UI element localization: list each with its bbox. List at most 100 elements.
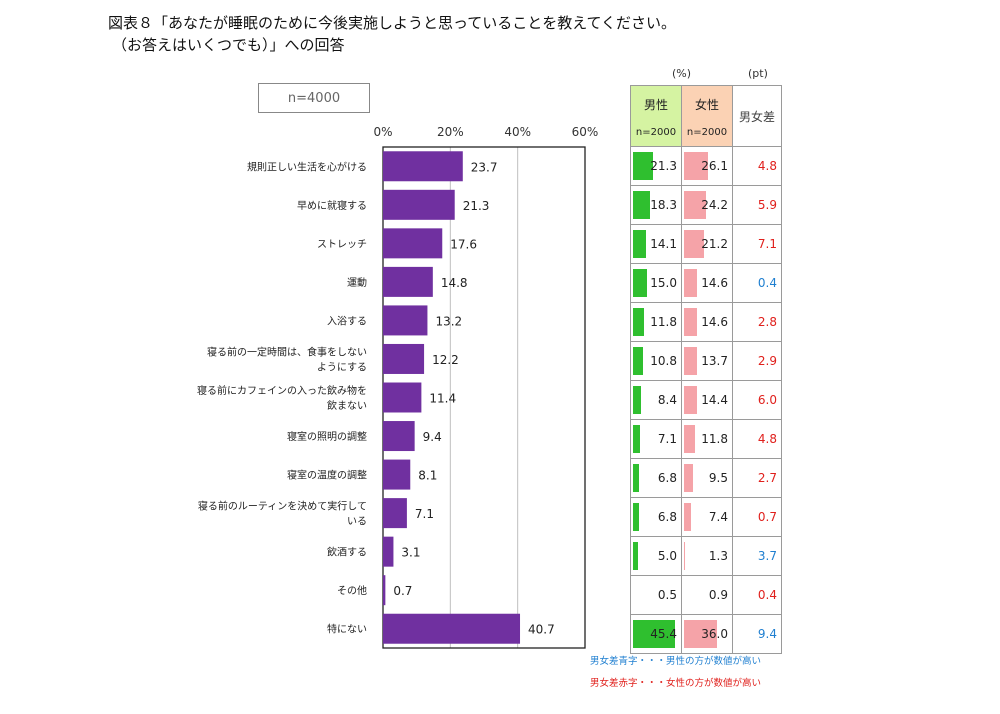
diff-value: 0.4	[732, 575, 782, 615]
table-row: 10.8 13.7 2.9	[630, 341, 782, 381]
bar	[383, 613, 521, 644]
female-value-cell: 24.2	[681, 185, 733, 225]
data-label: 12.2	[432, 353, 459, 367]
female-value: 14.6	[701, 315, 728, 329]
bar	[383, 266, 433, 297]
x-tick-label: 40%	[504, 125, 531, 139]
category-label: その他	[337, 584, 367, 597]
table-row: 11.8 14.6 2.8	[630, 302, 782, 342]
sample-size-box: n=4000	[258, 83, 370, 113]
male-value: 14.1	[650, 237, 677, 251]
category-label: 規則正しい生活を心がける	[247, 160, 367, 173]
male-value-bar	[633, 542, 638, 570]
bar	[383, 343, 425, 374]
bar	[383, 151, 463, 182]
chart-title-line-2: （お答えはいくつでも）」への回答	[112, 36, 345, 54]
male-value-cell: 7.1	[630, 419, 682, 459]
male-value-bar	[633, 347, 643, 375]
female-value: 0.9	[708, 588, 728, 602]
female-value-bar	[684, 308, 698, 336]
male-value-cell: 5.0	[630, 536, 682, 576]
data-label: 14.8	[441, 276, 468, 290]
male-value-bar	[633, 269, 647, 297]
data-label: 0.7	[393, 584, 412, 598]
female-value: 26.1	[701, 159, 728, 173]
diff-value: 0.7	[732, 497, 782, 537]
category-label: ストレッチ	[317, 238, 367, 250]
diff-value: 4.8	[732, 419, 782, 459]
female-value-cell: 13.7	[681, 341, 733, 381]
male-value-bar	[633, 152, 653, 180]
table-row: 6.8 7.4 0.7	[630, 497, 782, 537]
male-header-label: 男性	[643, 98, 668, 112]
male-value-cell: 8.4	[630, 380, 682, 420]
data-label: 40.7	[528, 623, 555, 637]
female-value: 7.4	[708, 510, 728, 524]
data-label: 8.1	[418, 469, 437, 483]
male-value: 21.3	[650, 159, 677, 173]
table-header-row: 男性 n=2000 女性 n=2000 男女差	[630, 85, 782, 147]
category-label: 特にない	[327, 624, 367, 636]
male-value: 0.5	[657, 588, 677, 602]
male-value: 6.8	[657, 471, 677, 485]
table-row: 21.3 26.1 4.8	[630, 146, 782, 186]
female-value: 24.2	[701, 198, 728, 212]
female-value: 36.0	[701, 627, 728, 641]
diff-value: 3.7	[732, 536, 782, 576]
diff-header-cell: 男女差	[732, 85, 782, 147]
male-value-bar	[633, 191, 650, 219]
category-label: 寝る前のルーティンを決めて実行して	[198, 500, 367, 513]
female-value: 21.2	[701, 237, 728, 251]
female-value-cell: 0.9	[681, 575, 733, 615]
category-label: いる	[347, 516, 367, 528]
male-value: 8.4	[657, 393, 677, 407]
data-label: 17.6	[450, 237, 477, 251]
female-value-bar	[684, 269, 698, 297]
female-value: 13.7	[701, 354, 728, 368]
male-value: 10.8	[650, 354, 677, 368]
female-value: 9.5	[708, 471, 728, 485]
male-value-bar	[633, 503, 640, 531]
category-label: 飲酒する	[327, 546, 367, 559]
table-row: 6.8 9.5 2.7	[630, 458, 782, 498]
male-value-cell: 6.8	[630, 497, 682, 537]
female-value-cell: 26.1	[681, 146, 733, 186]
male-value-cell: 11.8	[630, 302, 682, 342]
bar	[383, 189, 455, 220]
female-value-cell: 1.3	[681, 536, 733, 576]
category-label: 寝室の照明の調整	[287, 430, 367, 443]
female-value: 11.8	[701, 432, 728, 446]
male-value: 11.8	[650, 315, 677, 329]
female-value-bar	[684, 152, 708, 180]
female-header-cell: 女性 n=2000	[681, 85, 733, 147]
male-value: 6.8	[657, 510, 677, 524]
male-value-bar	[633, 425, 640, 453]
bar	[383, 421, 415, 452]
female-value: 14.6	[701, 276, 728, 290]
bar	[383, 382, 422, 413]
bar	[383, 575, 386, 606]
female-value-bar	[684, 386, 698, 414]
female-value-bar	[684, 230, 704, 258]
female-value-bar	[684, 542, 686, 570]
bar	[383, 305, 428, 336]
category-label: 早めに就寝する	[297, 199, 367, 212]
female-header-label: 女性	[694, 98, 719, 112]
category-label: 寝る前にカフェインの入った飲み物を	[197, 384, 367, 397]
x-tick-label: 20%	[437, 125, 464, 139]
bar	[383, 228, 443, 259]
female-value-cell: 14.4	[681, 380, 733, 420]
diff-value: 4.8	[732, 146, 782, 186]
note-red: 男女差赤字・・・女性の方が数値が高い	[590, 678, 762, 689]
male-value: 18.3	[650, 198, 677, 212]
category-label: ようにする	[317, 361, 367, 373]
x-tick-label: 60%	[572, 125, 599, 139]
table-row: 15.0 14.6 0.4	[630, 263, 782, 303]
male-sample-size: n=2000	[635, 127, 677, 138]
bar	[383, 536, 394, 567]
female-value-bar	[684, 425, 695, 453]
bar-chart: 0% 20% 40% 60% 23.7 規則正しい生活を心がける 21.3 早めに就寝する 17…	[197, 125, 599, 649]
male-value-cell: 6.8	[630, 458, 682, 498]
table-row: 5.0 1.3 3.7	[630, 536, 782, 576]
chart-title: 図表８「あなたが睡眠のために今後実施しようと思っていることを教えてください。 （…	[108, 12, 676, 56]
